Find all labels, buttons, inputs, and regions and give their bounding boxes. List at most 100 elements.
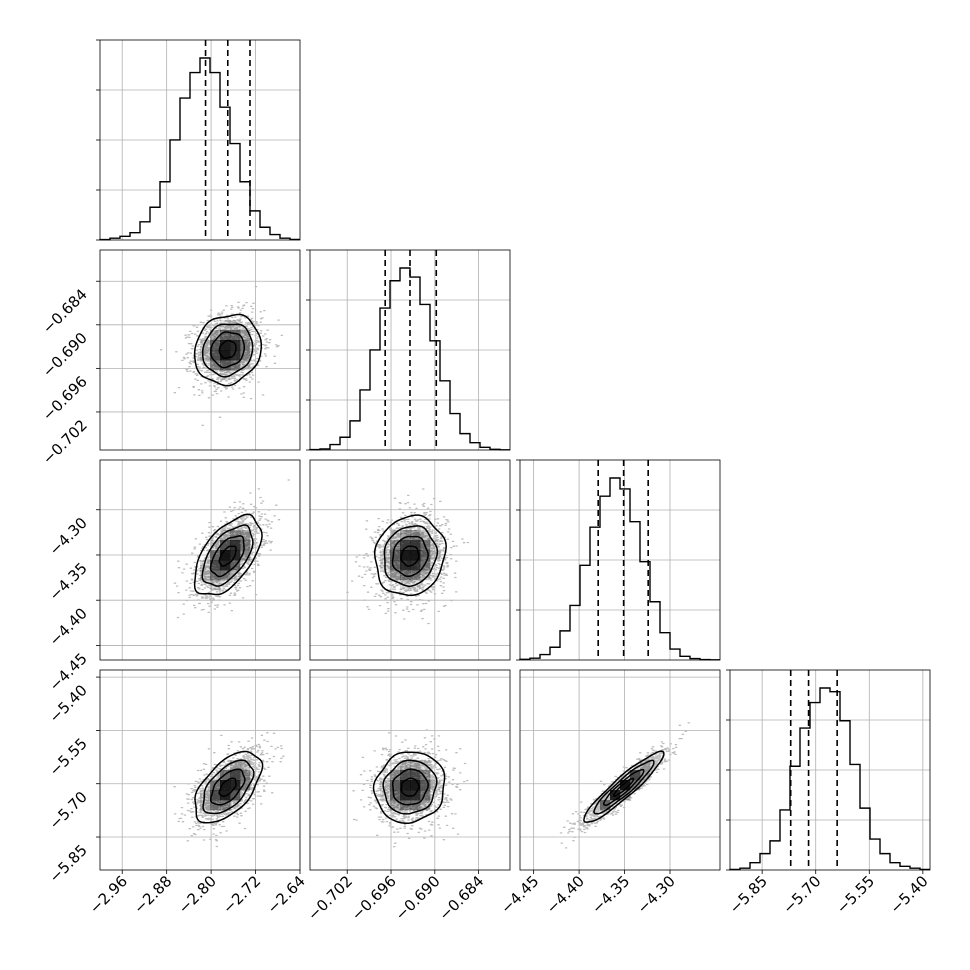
density-cell <box>240 350 251 361</box>
contour-line <box>218 545 237 568</box>
density-cell <box>410 780 421 791</box>
density-cell <box>230 780 241 791</box>
x-tick-label: −0.696 <box>348 872 400 924</box>
contour-line <box>612 777 635 798</box>
density-cell <box>410 530 421 541</box>
density-cell <box>390 530 401 541</box>
contour-line <box>391 768 429 806</box>
density-cell <box>210 330 221 341</box>
density-cell <box>210 800 221 811</box>
density-cell <box>630 780 641 791</box>
contour-line <box>400 545 420 567</box>
panel-content <box>100 460 300 660</box>
density-cell <box>220 540 231 551</box>
density-cell <box>240 770 251 781</box>
x-tick-label: −4.30 <box>634 872 679 917</box>
contour-line <box>602 768 645 807</box>
contour-line <box>583 750 665 823</box>
y-tick-label: −0.696 <box>39 372 91 424</box>
y-tick-label: −5.55 <box>46 735 91 780</box>
density-cell <box>210 570 221 581</box>
density-cell <box>610 790 621 801</box>
density-cell <box>220 780 231 791</box>
density-cell <box>420 800 431 811</box>
contour-line <box>194 750 264 824</box>
density-cell <box>210 540 221 551</box>
panel-frame <box>309 669 511 871</box>
density-cell <box>390 570 401 581</box>
contour-line <box>400 777 420 797</box>
density-cell <box>390 800 401 811</box>
density-cell <box>420 570 431 581</box>
density-cell <box>230 350 241 361</box>
density-cell <box>400 770 411 781</box>
scatter-panel-2-4 <box>309 669 511 871</box>
density-cell <box>200 560 211 571</box>
panel-content <box>310 670 510 870</box>
density-cell <box>240 530 251 541</box>
x-tick-label: −5.85 <box>726 872 771 917</box>
density-cell <box>230 770 241 781</box>
density-cell <box>410 570 421 581</box>
density-cell <box>230 760 241 771</box>
contour-line <box>202 759 255 815</box>
contour-line <box>383 525 439 587</box>
x-tick-label: −4.40 <box>543 872 588 917</box>
contour-line <box>201 323 254 378</box>
x-tick-label: −0.690 <box>392 872 444 924</box>
density-cell <box>200 800 211 811</box>
density-cell <box>220 330 231 341</box>
x-tick-label: −4.35 <box>588 872 633 917</box>
panel-frame <box>519 669 721 871</box>
y-tick-label: −0.702 <box>39 416 91 468</box>
panel-frame <box>99 249 301 451</box>
density-cell <box>640 760 651 771</box>
x-tick-label: −4.45 <box>497 872 542 917</box>
histogram-panel-2 <box>306 249 511 451</box>
x-tick-label: −2.96 <box>86 872 131 917</box>
density-cell <box>420 770 431 781</box>
contour-line <box>210 331 246 369</box>
density-cell <box>240 550 251 561</box>
y-tick-label: −4.30 <box>46 514 91 559</box>
x-tick-label: −5.70 <box>779 872 824 917</box>
x-tick-label: −0.684 <box>435 872 487 924</box>
panel-content <box>100 250 300 450</box>
panel-content <box>520 670 720 870</box>
histogram-step-line <box>309 267 510 451</box>
x-tick-label: −2.64 <box>264 872 309 917</box>
density-cell <box>400 540 411 551</box>
contour-line <box>193 313 263 387</box>
x-tick-label: −5.40 <box>886 872 931 917</box>
density-cell <box>220 360 231 371</box>
density-cell <box>400 780 411 791</box>
density-cell <box>240 360 251 371</box>
panel-background <box>100 460 300 660</box>
density-cell <box>240 330 251 341</box>
density-cell <box>620 780 631 791</box>
density-cell <box>230 360 241 371</box>
density-cell <box>220 530 231 541</box>
density-cell <box>220 370 231 381</box>
density-cell <box>390 770 401 781</box>
scatter-panel-3-4 <box>519 669 721 871</box>
contour-line <box>193 513 263 596</box>
histogram-panel-4 <box>726 669 931 871</box>
density-cell <box>220 340 231 351</box>
scatter-panel-1-4 <box>99 669 301 871</box>
density-cell <box>210 360 221 371</box>
density-cell <box>210 340 221 351</box>
density-cell <box>420 780 431 791</box>
histogram-step-line <box>519 477 720 661</box>
y-tick-label: −5.70 <box>46 788 91 833</box>
density-cell <box>210 560 221 571</box>
contour-line <box>201 524 254 587</box>
density-cell <box>240 540 251 551</box>
scatter-panel-1-2 <box>99 249 301 451</box>
contour-line <box>372 751 446 825</box>
x-tick-label: −2.80 <box>175 872 220 917</box>
density-cell <box>210 790 221 801</box>
density-cell <box>390 560 401 571</box>
histogram-step-line <box>729 687 930 871</box>
